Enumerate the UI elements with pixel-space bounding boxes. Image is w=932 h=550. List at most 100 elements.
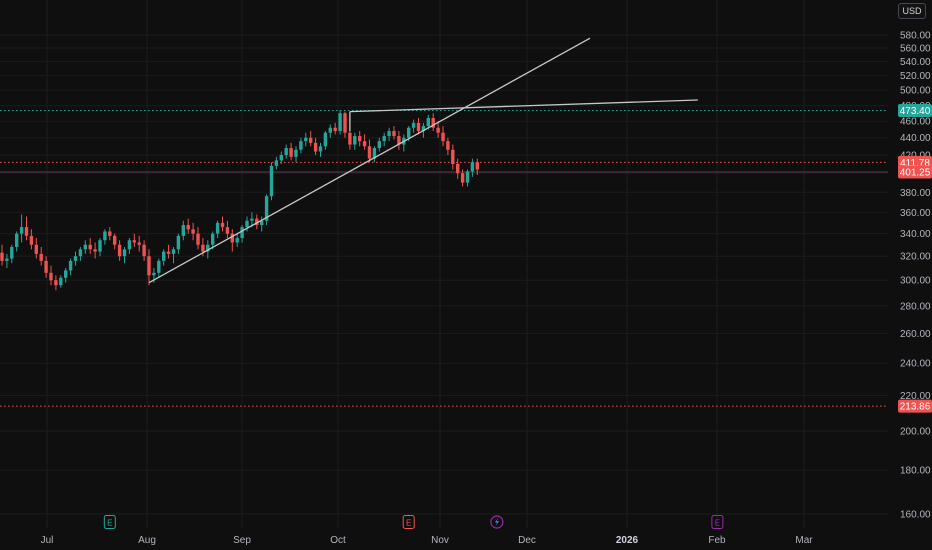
candle-up [328,124,332,138]
candle-down [333,122,337,135]
price-level-tag: 473.40 [898,104,932,118]
price-level-tag: 401.25 [898,165,932,179]
candle-up [465,169,470,187]
candle-down [44,256,48,278]
candle-down [191,222,195,241]
candle-down [416,117,421,135]
earnings-event-icon[interactable]: E [103,515,116,529]
candle-up [10,244,14,264]
candle-down [24,216,29,241]
candle-up [157,258,161,278]
price-tick-label: 300.00 [900,276,931,287]
candle-down [147,249,151,286]
candle-up [294,146,298,163]
trendline[interactable] [349,99,698,113]
candle-down [88,238,92,254]
candle-up [279,151,283,165]
earnings-event-icon[interactable]: E [711,515,724,529]
time-axis[interactable]: Jul Aug Sep Oct Nov Dec 2026 Feb Mar [41,535,814,546]
svg-text:473.40: 473.40 [900,106,931,117]
candle-down [441,126,445,147]
candle-down [362,134,367,150]
svg-text:E: E [406,519,411,528]
candle-up [372,146,377,163]
earnings-event-icon[interactable]: E [402,515,415,529]
candle-up [127,238,132,254]
price-tick-label: 440.00 [900,133,931,144]
time-tick-label: 2026 [616,535,639,546]
price-tick-label: 200.00 [900,427,931,438]
candle-down [456,158,460,179]
candle-down [34,238,38,259]
price-tick-label: 240.00 [900,359,931,370]
candle-down [93,242,97,259]
price-tick-label: 220.00 [900,391,931,402]
candle-up [73,251,78,266]
candle-up [78,247,83,261]
candle-down [49,265,53,286]
candle-up [162,249,166,266]
candle-up [338,110,342,135]
svg-text:E: E [715,519,720,528]
svg-text:E: E [107,519,112,528]
candle-down [255,214,259,230]
trendlines[interactable] [148,37,698,284]
time-tick-label: Aug [138,535,156,546]
candle-up [470,158,475,177]
candle-up [387,127,391,142]
candle-down [348,127,352,150]
price-tick-label: 160.00 [900,510,931,521]
candle-down [166,244,171,259]
price-tick-label: 320.00 [900,252,931,263]
candle-down [196,227,200,250]
candle-up [260,216,264,232]
candle-up [15,231,19,252]
candle-up [235,233,239,248]
time-tick-label: Mar [795,535,813,546]
price-tick-label: 260.00 [900,329,931,340]
candle-up [103,229,107,245]
currency-button[interactable]: USD [898,3,926,19]
candle-up [215,220,220,239]
grid-lines [0,0,888,528]
price-tick-label: 540.00 [900,57,931,68]
candle-down [460,169,465,187]
candle-up [176,233,181,254]
trendline[interactable] [148,37,591,284]
candlestick-series [0,110,479,291]
candle-down [431,113,435,132]
price-tick-label: 360.00 [900,208,931,219]
candle-down [113,233,117,250]
candle-down [475,158,479,176]
candle-down [436,121,440,138]
candle-up [68,258,73,276]
candle-up [426,114,430,130]
candle-down [137,235,141,252]
candle-down [313,137,318,156]
candle-down [132,233,136,248]
time-tick-label: Sep [233,535,251,546]
candle-down [0,244,4,266]
candle-up [318,142,323,157]
dividend-event-icon[interactable] [490,515,504,529]
candle-down [451,144,455,170]
candle-up [181,220,185,241]
candle-up [411,119,416,133]
candle-up [171,247,176,264]
price-levels [0,110,888,407]
candle-down [367,139,372,163]
candle-up [250,212,254,228]
candle-up [122,247,127,264]
candle-down [289,142,293,161]
candle-up [304,132,308,147]
candle-up [5,253,9,269]
candle-up [59,275,63,288]
candle-down [358,131,362,147]
candle-up [64,268,68,283]
price-level-tag: 213.86 [898,399,932,413]
candle-up [382,132,386,147]
